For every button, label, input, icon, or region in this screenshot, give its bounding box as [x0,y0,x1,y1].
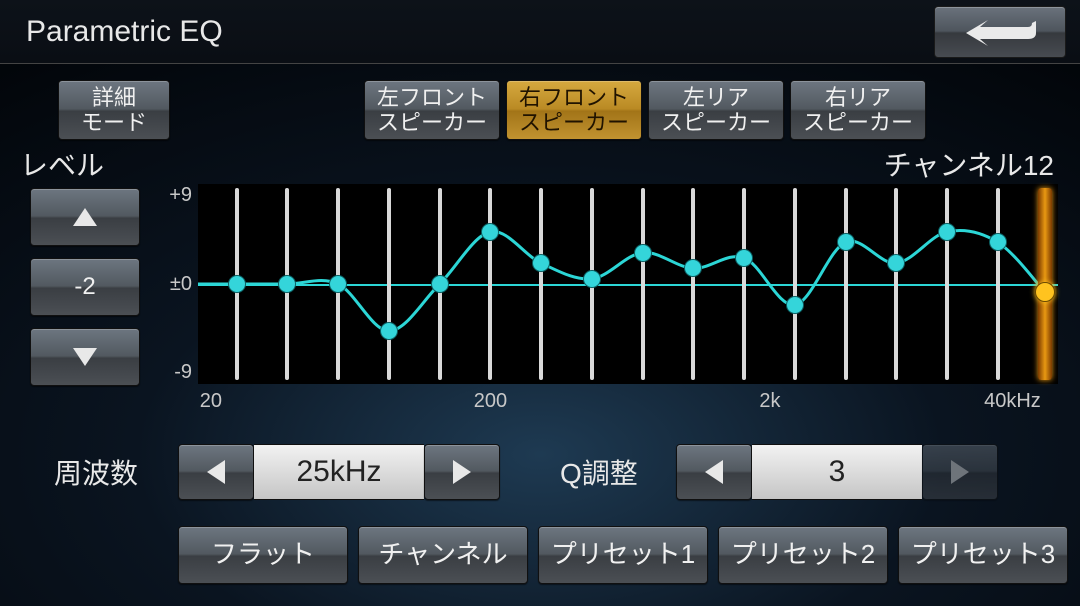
eq-band-node[interactable] [786,296,804,314]
eq-band-node[interactable] [380,322,398,340]
q-increase-button[interactable] [922,444,998,500]
eq-x-axis: 20 200 2k 40kHz [198,390,1058,416]
eq-band-slider[interactable] [742,188,746,380]
speaker-tabs: 左フロント スピーカー 右フロント スピーカー 左リア スピーカー 右リア スピ… [364,80,926,140]
eq-band-node[interactable] [989,233,1007,251]
page-title: Parametric EQ [26,15,223,49]
frequency-decrease-button[interactable] [178,444,254,500]
eq-band-node[interactable] [228,275,246,293]
eq-band-node[interactable] [735,249,753,267]
detail-mode-line2: モード [81,110,147,135]
x-tick: 40kHz [984,390,1041,413]
eq-band-slider[interactable] [488,188,492,380]
q-value: 3 [752,444,922,500]
detail-mode-line1: 詳細 [92,85,136,110]
arrow-down-icon [73,348,97,366]
preset-flat[interactable]: フラット [178,526,348,584]
eq-band-node[interactable] [431,275,449,293]
back-arrow-icon [962,17,1038,47]
eq-band-slider[interactable] [641,188,645,380]
eq-band-node[interactable] [938,223,956,241]
x-tick: 20 [200,390,222,413]
eq-band-slider[interactable] [894,188,898,380]
level-down-button[interactable] [30,328,140,386]
q-decrease-button[interactable] [676,444,752,500]
arrow-left-icon [705,460,723,484]
preset-2[interactable]: プリセット2 [718,526,888,584]
tab-front-right[interactable]: 右フロント スピーカー [506,80,642,140]
eq-band-node[interactable] [532,254,550,272]
eq-plot[interactable] [198,184,1058,384]
eq-band-node-selected[interactable] [1035,282,1055,302]
arrow-up-icon [73,208,97,226]
frequency-increase-button[interactable] [424,444,500,500]
eq-band-slider[interactable] [996,188,1000,380]
eq-band-node[interactable] [887,254,905,272]
preset-3[interactable]: プリセット3 [898,526,1068,584]
tab-rear-right[interactable]: 右リア スピーカー [790,80,926,140]
frequency-value: 25kHz [254,444,424,500]
eq-band-slider[interactable] [539,188,543,380]
channel-label: チャンネル12 [884,144,1054,184]
titlebar: Parametric EQ [0,0,1080,64]
arrow-left-icon [207,460,225,484]
eq-band-node[interactable] [481,223,499,241]
eq-band-node[interactable] [278,275,296,293]
level-up-button[interactable] [30,188,140,246]
eq-band-slider[interactable] [793,188,797,380]
eq-graph: +9 ±0 -9 20 200 2k 40kHz [158,184,1062,420]
level-label: レベル [20,144,104,184]
q-label: Q調整 [560,452,638,492]
eq-band-node[interactable] [684,259,702,277]
q-stepper: 3 [676,444,998,500]
eq-curve [198,184,1058,384]
eq-band-node[interactable] [329,275,347,293]
eq-band-slider[interactable] [844,188,848,380]
x-tick: 200 [474,390,507,413]
detail-mode-button[interactable]: 詳細 モード [58,80,170,140]
preset-channel[interactable]: チャンネル [358,526,528,584]
eq-band-node[interactable] [583,270,601,288]
eq-band-slider[interactable] [945,188,949,380]
eq-band-node[interactable] [837,233,855,251]
preset-1[interactable]: プリセット1 [538,526,708,584]
arrow-right-icon [453,460,471,484]
arrow-right-icon [951,460,969,484]
tab-front-left[interactable]: 左フロント スピーカー [364,80,500,140]
tab-rear-left[interactable]: 左リア スピーカー [648,80,784,140]
x-tick: 2k [759,390,780,413]
eq-band-slider[interactable] [387,188,391,380]
eq-y-axis: +9 ±0 -9 [158,184,198,384]
preset-row: フラット チャンネル プリセット1 プリセット2 プリセット3 [178,526,1068,584]
level-value: -2 [30,258,140,316]
eq-band-slider[interactable] [691,188,695,380]
eq-band-node[interactable] [634,244,652,262]
frequency-label: 周波数 [54,452,138,492]
back-button[interactable] [934,6,1066,58]
frequency-stepper: 25kHz [178,444,500,500]
